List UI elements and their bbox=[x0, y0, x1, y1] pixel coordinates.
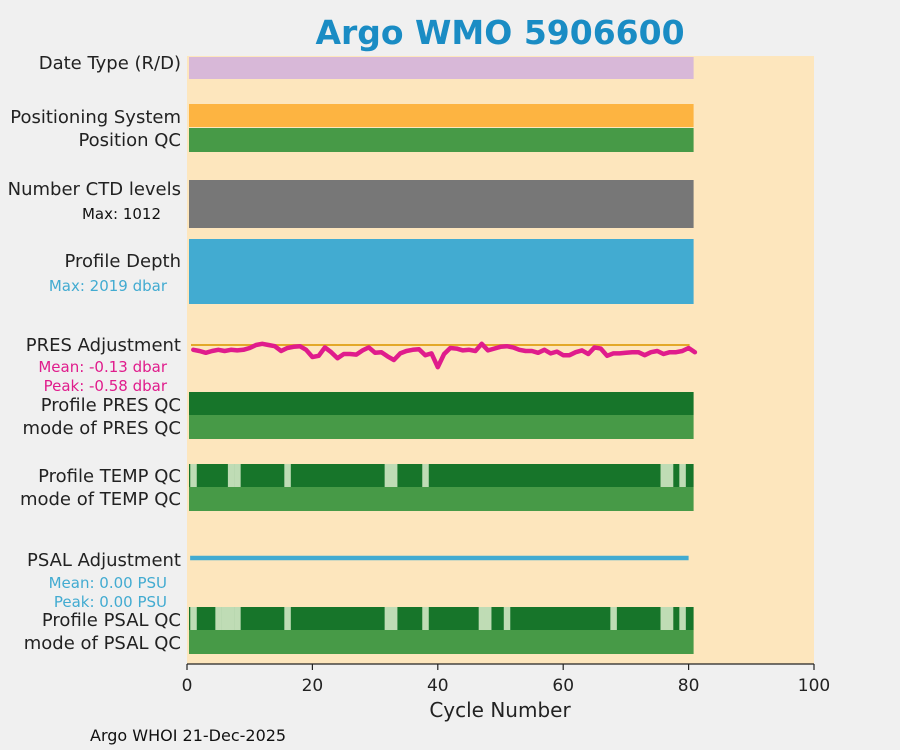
temp-qc-flag-cycle-32 bbox=[384, 464, 392, 487]
x-tick-label-100: 100 bbox=[798, 676, 830, 696]
temp-qc-flag-cycle-38 bbox=[422, 464, 429, 487]
psal-qc-flag-cycle-47 bbox=[478, 607, 486, 630]
x-axis-label: Cycle Number bbox=[429, 698, 571, 722]
label-mode-psal-qc: mode of PSAL QC bbox=[24, 633, 181, 654]
temp-qc-flag-cycle-77 bbox=[666, 464, 674, 487]
bar-mode-temp-qc bbox=[189, 487, 694, 511]
psal-qc-flag-cycle-8 bbox=[234, 607, 241, 630]
psal-qc-flag-cycle-79 bbox=[679, 607, 686, 630]
psal-qc-flag-cycle-33 bbox=[390, 607, 398, 630]
psal-qc-flag-cycle-32 bbox=[384, 607, 392, 630]
psal-qc-flag-cycle-6 bbox=[221, 607, 229, 630]
bar-ctd-levels bbox=[189, 180, 694, 228]
temp-qc-flag-cycle-76 bbox=[660, 464, 668, 487]
bar-positioning-system bbox=[189, 104, 694, 127]
label-psal-adjustment: PSAL Adjustment bbox=[27, 550, 181, 571]
note-ctd-max: Max: 1012 bbox=[82, 205, 161, 223]
label-date-type: Date Type (R/D) bbox=[39, 53, 181, 74]
chart-title: Argo WMO 5906600 bbox=[315, 13, 684, 52]
bar-mode-psal-qc bbox=[189, 630, 694, 654]
row-notes: Max: 1012 Max: 2019 dbar Mean: -0.13 dba… bbox=[38, 205, 168, 611]
temp-qc-flag-cycle-7 bbox=[227, 464, 235, 487]
psal-qc-flag-cycle-38 bbox=[422, 607, 429, 630]
temp-qc-flag-cycle-16 bbox=[284, 464, 291, 487]
label-mode-pres-qc: mode of PRES QC bbox=[23, 418, 181, 439]
temp-qc-flag-cycle-33 bbox=[390, 464, 398, 487]
lines-layer bbox=[190, 341, 698, 561]
note-depth-max: Max: 2019 dbar bbox=[49, 277, 168, 295]
psal-qc-flag-cycle-77 bbox=[666, 607, 674, 630]
x-tick-label-20: 20 bbox=[302, 676, 324, 696]
row-labels: Date Type (R/D) Positioning System Posit… bbox=[8, 53, 181, 654]
psal-qc-flag-cycle-5 bbox=[215, 607, 222, 630]
x-tick-label-0: 0 bbox=[182, 676, 193, 696]
label-ctd-levels: Number CTD levels bbox=[8, 179, 181, 200]
psal-qc-flag-cycle-1 bbox=[190, 607, 197, 630]
pres-adjustment-line bbox=[191, 341, 698, 370]
note-psal-peak: Peak: 0.00 PSU bbox=[54, 593, 167, 611]
bar-profile-psal-qc bbox=[189, 607, 694, 630]
label-mode-temp-qc: mode of TEMP QC bbox=[20, 489, 181, 510]
x-tick-label-40: 40 bbox=[427, 676, 449, 696]
bars-layer bbox=[189, 57, 694, 654]
label-pres-adjustment: PRES Adjustment bbox=[26, 335, 181, 356]
bar-position-qc bbox=[189, 128, 694, 152]
footer-credit: Argo WHOI 21-Dec-2025 bbox=[90, 726, 286, 745]
temp-qc-flag-cycle-79 bbox=[679, 464, 686, 487]
label-profile-pres-qc: Profile PRES QC bbox=[41, 395, 181, 416]
temp-qc-flag-cycle-8 bbox=[234, 464, 241, 487]
bar-profile-temp-qc bbox=[189, 464, 694, 487]
temp-qc-flag-cycle-1 bbox=[190, 464, 197, 487]
bar-profile-pres-qc bbox=[189, 392, 694, 415]
label-positioning-system: Positioning System bbox=[10, 107, 181, 128]
label-profile-psal-qc: Profile PSAL QC bbox=[42, 610, 181, 631]
psal-qc-flag-cycle-16 bbox=[284, 607, 291, 630]
x-axis: 0 20 40 60 80 100 bbox=[182, 663, 830, 696]
note-psal-mean: Mean: 0.00 PSU bbox=[49, 574, 167, 592]
x-tick-label-80: 80 bbox=[678, 676, 700, 696]
label-profile-temp-qc: Profile TEMP QC bbox=[38, 466, 181, 487]
bar-profile-depth bbox=[189, 239, 694, 304]
plot-panel bbox=[187, 56, 814, 664]
psal-qc-flag-cycle-51 bbox=[503, 607, 511, 630]
psal-qc-flag-cycle-68 bbox=[610, 607, 617, 630]
x-tick-label-60: 60 bbox=[552, 676, 574, 696]
note-pres-peak: Peak: -0.58 dbar bbox=[44, 377, 168, 395]
label-profile-depth: Profile Depth bbox=[64, 251, 181, 272]
psal-qc-flag-cycle-48 bbox=[484, 607, 492, 630]
psal-qc-flag-cycle-7 bbox=[227, 607, 235, 630]
psal-qc-flag-cycle-76 bbox=[660, 607, 668, 630]
bar-date-type bbox=[189, 57, 694, 79]
label-position-qc: Position QC bbox=[78, 130, 181, 151]
bar-mode-pres-qc bbox=[189, 415, 694, 439]
note-pres-mean: Mean: -0.13 dbar bbox=[38, 358, 168, 376]
